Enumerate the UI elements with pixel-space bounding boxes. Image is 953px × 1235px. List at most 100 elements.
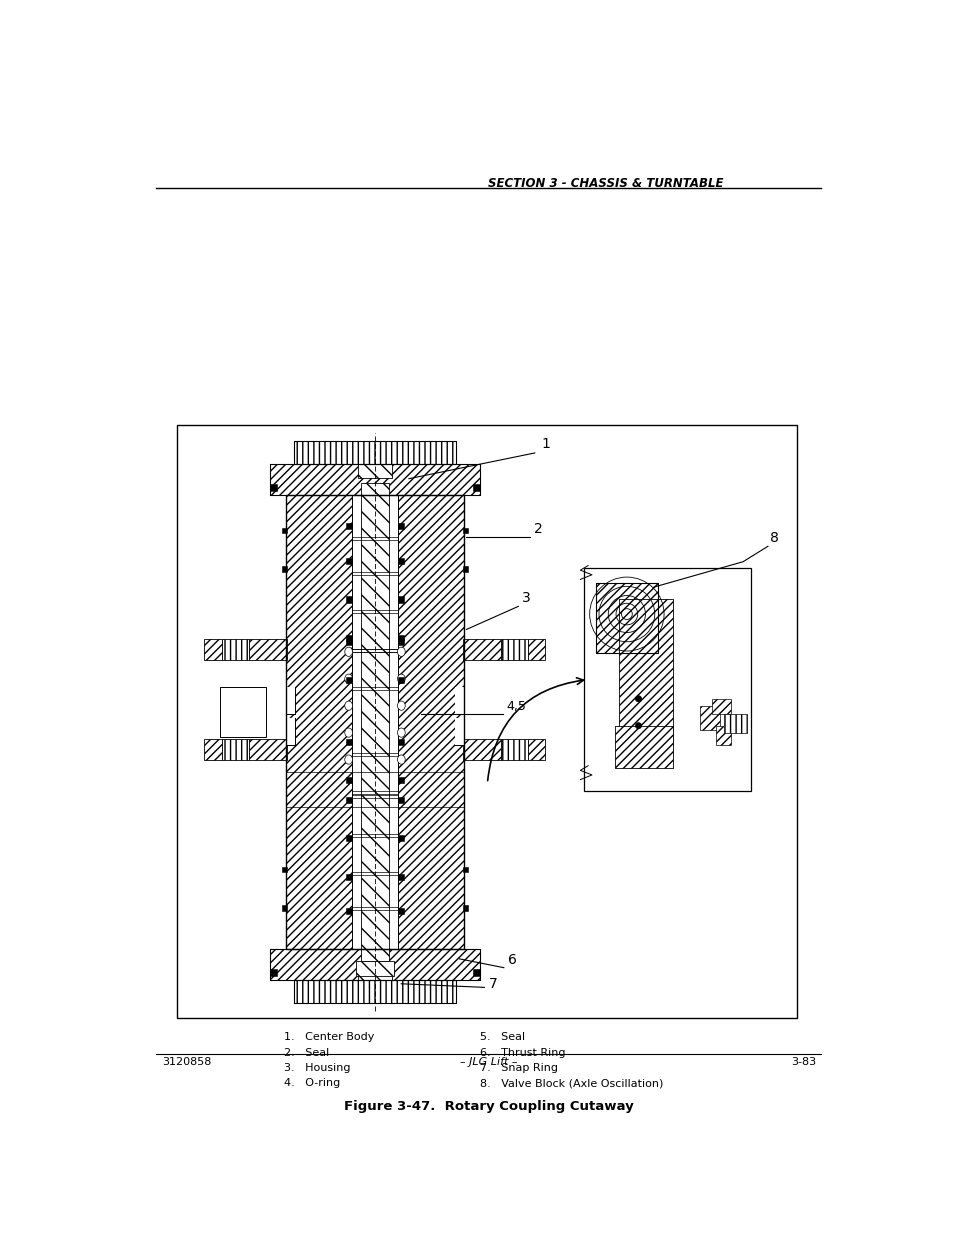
- Bar: [286, 495, 464, 948]
- Bar: [270, 464, 479, 495]
- Bar: [462, 527, 468, 534]
- Text: 7: 7: [488, 977, 497, 992]
- Bar: [397, 739, 404, 745]
- Bar: [270, 464, 479, 495]
- Bar: [282, 567, 287, 572]
- Bar: [177, 425, 797, 1019]
- Bar: [249, 638, 287, 661]
- Ellipse shape: [344, 755, 353, 764]
- Bar: [345, 873, 352, 879]
- Text: 1.   Center Body: 1. Center Body: [284, 1032, 375, 1042]
- Text: 3120858: 3120858: [162, 1057, 211, 1067]
- Bar: [455, 687, 464, 714]
- Bar: [294, 441, 456, 464]
- Bar: [221, 739, 249, 761]
- Text: 3-83: 3-83: [791, 1057, 816, 1067]
- Bar: [345, 635, 352, 641]
- Text: 3.   Housing: 3. Housing: [284, 1063, 351, 1073]
- Bar: [500, 638, 528, 661]
- Bar: [397, 777, 404, 783]
- Bar: [472, 969, 479, 976]
- Bar: [455, 718, 464, 745]
- Bar: [462, 905, 468, 910]
- Bar: [615, 726, 673, 768]
- Text: 7.   Snap Ring: 7. Snap Ring: [479, 1063, 558, 1073]
- Bar: [472, 484, 479, 490]
- Bar: [700, 706, 720, 730]
- Bar: [345, 739, 352, 745]
- Bar: [583, 568, 750, 792]
- Bar: [204, 739, 221, 761]
- Bar: [345, 677, 352, 683]
- Bar: [345, 524, 352, 530]
- Bar: [357, 966, 392, 979]
- Text: 4,5: 4,5: [506, 699, 526, 713]
- Ellipse shape: [397, 755, 405, 764]
- Ellipse shape: [397, 727, 405, 737]
- Text: 6.   Thrust Ring: 6. Thrust Ring: [479, 1047, 564, 1057]
- Ellipse shape: [397, 701, 405, 710]
- Ellipse shape: [344, 674, 353, 683]
- Bar: [360, 483, 389, 961]
- Bar: [345, 908, 352, 914]
- Bar: [397, 558, 404, 564]
- Bar: [397, 524, 404, 530]
- Bar: [286, 687, 294, 714]
- Bar: [397, 638, 404, 645]
- Bar: [282, 867, 287, 872]
- Bar: [204, 638, 221, 661]
- Text: 2.   Seal: 2. Seal: [284, 1047, 329, 1057]
- Bar: [286, 495, 352, 948]
- Bar: [345, 797, 352, 803]
- Text: 8: 8: [769, 531, 779, 545]
- Text: 2: 2: [534, 521, 542, 536]
- Bar: [462, 567, 468, 572]
- Bar: [596, 583, 658, 652]
- Bar: [596, 583, 658, 652]
- Bar: [282, 905, 287, 910]
- Text: 5.   Seal: 5. Seal: [479, 1032, 524, 1042]
- Bar: [270, 484, 277, 490]
- Ellipse shape: [344, 727, 353, 737]
- Bar: [397, 873, 404, 879]
- Bar: [462, 739, 500, 761]
- Bar: [528, 739, 545, 761]
- Circle shape: [635, 695, 641, 701]
- Bar: [345, 638, 352, 645]
- Bar: [397, 797, 404, 803]
- Bar: [500, 739, 528, 761]
- Text: Figure 3-47.  Rotary Coupling Cutaway: Figure 3-47. Rotary Coupling Cutaway: [344, 1100, 633, 1113]
- Bar: [282, 527, 287, 534]
- Bar: [270, 969, 277, 976]
- Bar: [716, 726, 731, 745]
- Text: 4.   O-ring: 4. O-ring: [284, 1078, 340, 1088]
- Ellipse shape: [397, 674, 405, 683]
- Bar: [286, 718, 294, 745]
- Bar: [397, 835, 404, 841]
- Text: 3: 3: [521, 590, 531, 605]
- Bar: [357, 464, 392, 478]
- Bar: [345, 835, 352, 841]
- Bar: [618, 599, 673, 745]
- Bar: [397, 495, 464, 948]
- Bar: [221, 638, 249, 661]
- Bar: [270, 948, 479, 979]
- Bar: [294, 979, 456, 1003]
- Bar: [723, 714, 746, 734]
- Bar: [294, 979, 456, 1003]
- Text: 8.   Valve Block (Axle Oscillation): 8. Valve Block (Axle Oscillation): [479, 1078, 662, 1088]
- Bar: [270, 948, 479, 979]
- Ellipse shape: [344, 647, 353, 656]
- Ellipse shape: [397, 647, 405, 656]
- Bar: [345, 558, 352, 564]
- Bar: [711, 699, 731, 714]
- Bar: [249, 739, 287, 761]
- Text: SECTION 3 - CHASSIS & TURNTABLE: SECTION 3 - CHASSIS & TURNTABLE: [488, 178, 723, 190]
- Text: 1: 1: [541, 437, 550, 451]
- Bar: [528, 638, 545, 661]
- Bar: [397, 908, 404, 914]
- Bar: [462, 867, 468, 872]
- Bar: [345, 597, 352, 603]
- Bar: [397, 677, 404, 683]
- Bar: [220, 687, 266, 737]
